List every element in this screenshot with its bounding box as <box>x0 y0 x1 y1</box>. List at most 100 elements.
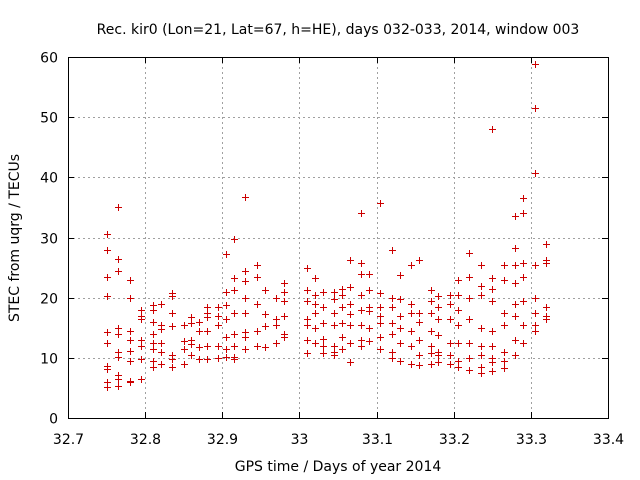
data-point <box>188 320 195 327</box>
data-point <box>339 320 346 327</box>
data-point <box>428 287 435 294</box>
data-point <box>331 322 338 329</box>
data-point <box>377 334 384 341</box>
data-point <box>466 367 473 374</box>
data-point <box>242 346 249 353</box>
data-point <box>254 328 261 335</box>
data-point <box>455 340 462 347</box>
data-point <box>358 322 365 329</box>
data-point <box>331 296 338 303</box>
data-point <box>312 292 319 299</box>
data-point <box>428 298 435 305</box>
data-point <box>501 349 508 356</box>
data-point <box>138 376 145 383</box>
data-point <box>138 307 145 314</box>
data-point <box>169 293 176 300</box>
data-point <box>489 298 496 305</box>
data-point <box>204 356 211 363</box>
data-point <box>242 334 249 341</box>
data-point <box>428 328 435 335</box>
data-point <box>520 322 527 329</box>
x-tick-label: 32.8 <box>130 432 161 448</box>
data-point <box>512 280 519 287</box>
data-point <box>435 316 442 323</box>
data-point <box>347 311 354 318</box>
data-point <box>489 328 496 335</box>
data-point <box>428 350 435 357</box>
data-point <box>273 322 280 329</box>
data-point <box>312 310 319 317</box>
x-axis-label: GPS time / Days of year 2014 <box>235 459 442 475</box>
data-point <box>416 337 423 344</box>
data-point <box>532 322 539 329</box>
data-point <box>320 350 327 357</box>
data-point <box>104 384 111 391</box>
data-point <box>455 307 462 314</box>
data-point <box>115 376 122 383</box>
data-point <box>428 343 435 350</box>
data-point <box>416 310 423 317</box>
data-point <box>501 262 508 269</box>
y-tick-label: 30 <box>40 232 58 248</box>
data-point <box>532 105 539 112</box>
data-point <box>181 338 188 345</box>
data-point <box>447 340 454 347</box>
data-point <box>223 302 230 309</box>
data-point <box>512 352 519 359</box>
data-point <box>262 344 269 351</box>
chart-title: Rec. kir0 (Lon=21, Lat=67, h=HE), days 0… <box>97 22 580 38</box>
data-point <box>320 343 327 350</box>
data-point <box>501 358 508 365</box>
data-point <box>188 314 195 321</box>
data-point <box>127 379 134 386</box>
data-point <box>104 274 111 281</box>
data-point <box>397 340 404 347</box>
y-tick-label: 60 <box>40 51 58 67</box>
y-axis-label: STEC from uqrg / TECUs <box>7 154 23 322</box>
data-point <box>466 340 473 347</box>
data-point <box>389 331 396 338</box>
data-point <box>512 262 519 269</box>
data-point <box>543 241 550 248</box>
data-point <box>223 334 230 341</box>
data-point <box>158 349 165 356</box>
data-point <box>347 340 354 347</box>
data-point <box>339 346 346 353</box>
data-point <box>304 316 311 323</box>
data-point <box>138 343 145 350</box>
data-point <box>447 316 454 323</box>
data-point <box>466 274 473 281</box>
data-point <box>304 265 311 272</box>
data-point <box>215 304 222 311</box>
data-point <box>158 301 165 308</box>
data-point <box>366 287 373 294</box>
data-point <box>196 319 203 326</box>
data-point <box>377 313 384 320</box>
data-point <box>389 355 396 362</box>
data-point <box>188 352 195 359</box>
data-point <box>347 257 354 264</box>
data-point <box>242 194 249 201</box>
data-point <box>196 356 203 363</box>
data-point <box>262 323 269 330</box>
data-point <box>339 286 346 293</box>
data-point <box>115 204 122 211</box>
data-point <box>512 337 519 344</box>
data-point <box>478 325 485 332</box>
data-point <box>320 289 327 296</box>
data-point <box>366 325 373 332</box>
data-point <box>435 359 442 366</box>
y-tick-label: 0 <box>49 412 58 428</box>
data-point <box>512 301 519 308</box>
data-point <box>358 271 365 278</box>
data-point <box>447 352 454 359</box>
data-point <box>331 289 338 296</box>
data-point <box>181 361 188 368</box>
data-point <box>489 368 496 375</box>
data-point <box>127 295 134 302</box>
data-point <box>377 346 384 353</box>
data-point <box>215 313 222 320</box>
data-point <box>138 316 145 323</box>
data-point <box>377 200 384 207</box>
data-point <box>358 210 365 217</box>
